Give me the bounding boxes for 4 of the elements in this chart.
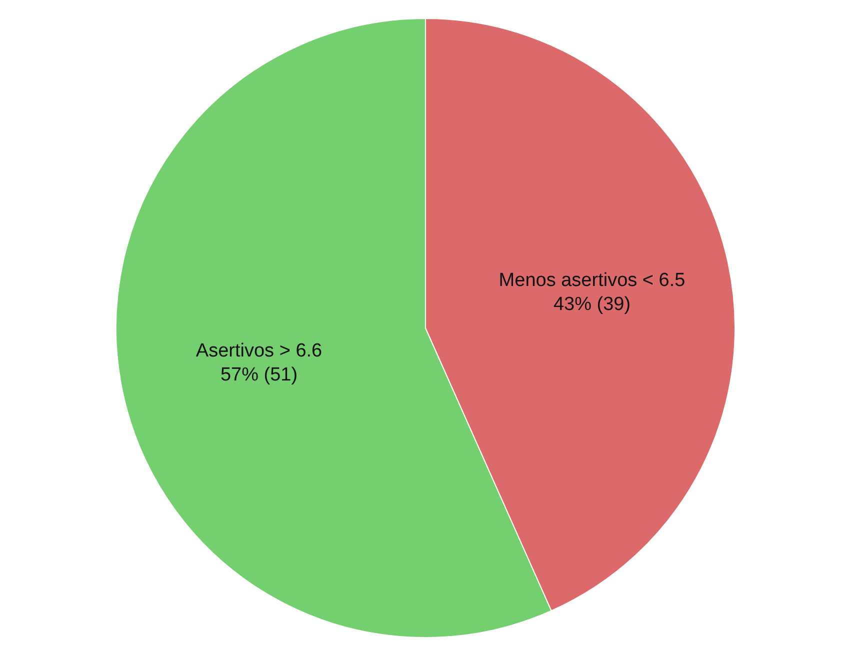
slice-label: Menos asertivos < 6.5 bbox=[498, 270, 686, 291]
data-label: 57% (51) bbox=[220, 364, 298, 386]
data-label: 43% (39) bbox=[553, 294, 631, 315]
slice-label: Asertivos > 6.6 bbox=[196, 340, 322, 362]
